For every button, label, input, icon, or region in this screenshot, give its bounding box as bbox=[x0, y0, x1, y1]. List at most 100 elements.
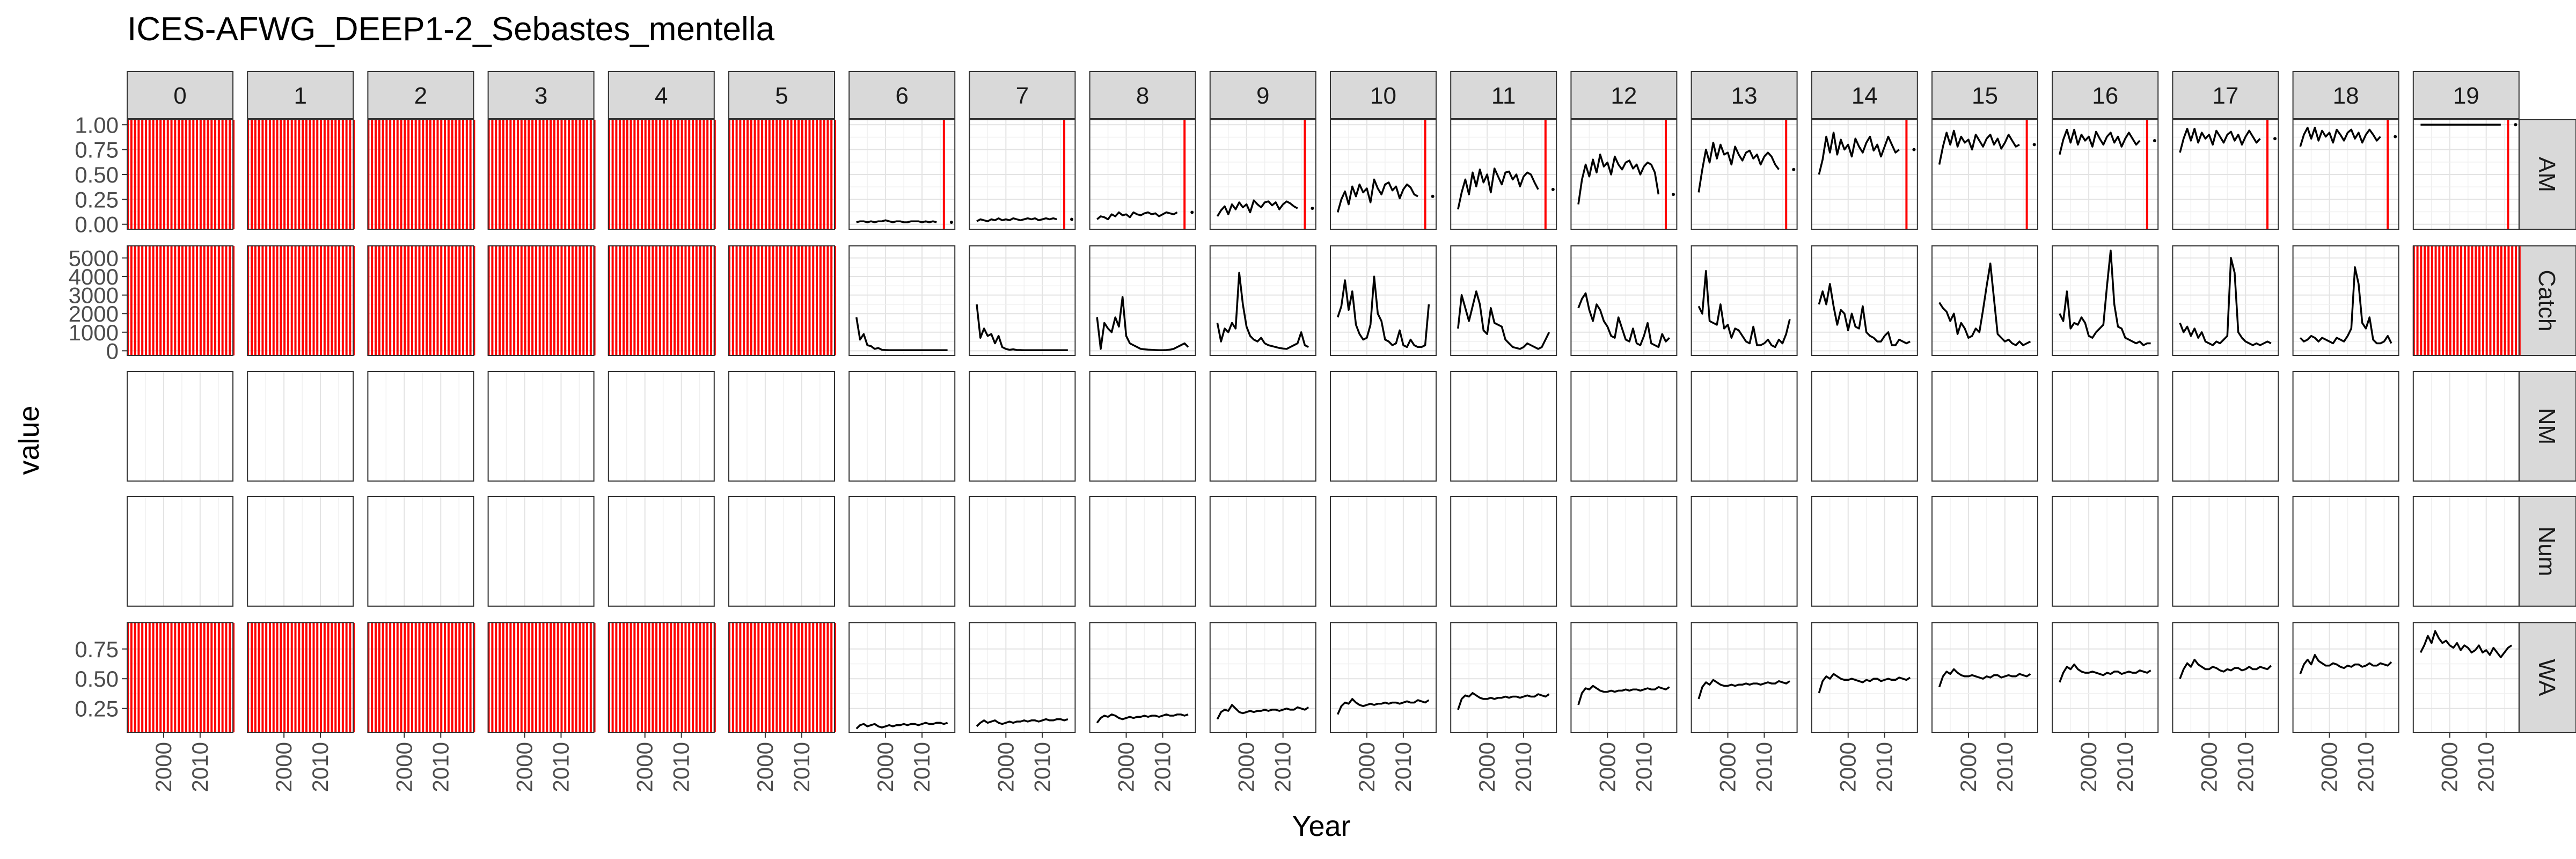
x-tick-label: 2000 bbox=[993, 742, 1018, 792]
panel-WA-8 bbox=[1089, 622, 1196, 733]
series-line bbox=[1938, 668, 2031, 688]
panel-WA-9 bbox=[1209, 622, 1316, 733]
panel-AM-5 bbox=[728, 119, 836, 230]
series-line bbox=[1457, 290, 1550, 350]
x-tick-label: 2000 bbox=[1474, 742, 1499, 792]
series-point bbox=[1792, 168, 1796, 171]
panel-Num-16 bbox=[2052, 496, 2159, 607]
facet-strip-row-Num bbox=[2519, 496, 2576, 607]
panel-background bbox=[1811, 372, 1918, 481]
facet-strip-row-label: NM bbox=[2534, 408, 2560, 445]
panel-background bbox=[2293, 372, 2399, 481]
panel-Num-19 bbox=[2412, 496, 2520, 607]
series-line bbox=[2419, 630, 2513, 659]
y-tick-label: 0.50 bbox=[75, 666, 119, 691]
panel-background bbox=[1330, 246, 1436, 355]
panel-background bbox=[1571, 372, 1677, 481]
series-line bbox=[1096, 713, 1189, 724]
facet-strip-col-8 bbox=[1089, 71, 1196, 119]
series-line bbox=[2059, 663, 2151, 683]
facet-strip-col-1 bbox=[247, 71, 354, 119]
panel-border bbox=[1931, 496, 2038, 607]
panel-WA-6 bbox=[848, 622, 956, 733]
panel-Num-4 bbox=[608, 496, 715, 607]
panel-border bbox=[1089, 245, 1196, 356]
panel-border bbox=[848, 119, 956, 230]
panel-background bbox=[1571, 623, 1677, 732]
series-line bbox=[976, 304, 1068, 352]
chart-title: ICES-AFWG_DEEP1-2_Sebastes_mentella bbox=[127, 11, 775, 48]
panel-border bbox=[1811, 245, 1918, 356]
panel-background bbox=[849, 623, 955, 732]
series-line bbox=[2299, 654, 2392, 674]
panel-NM-6 bbox=[848, 371, 956, 482]
facet-strip-col-label: 12 bbox=[1611, 83, 1637, 109]
panel-border bbox=[2172, 622, 2279, 733]
panel-border bbox=[247, 371, 354, 482]
panel-grid: 0 1 2 3 4 5 6 7 8 9 10 11 12 13 14 15 16 17 18 19AM0.000.25… bbox=[69, 71, 2576, 792]
panel-border bbox=[1811, 119, 1918, 230]
facet-strip-col-5 bbox=[728, 71, 835, 119]
panel-WA-19 bbox=[2412, 622, 2520, 733]
y-tick-label: 5000 bbox=[69, 245, 119, 271]
panel-background bbox=[969, 497, 1075, 606]
panel-border bbox=[1690, 371, 1798, 482]
facet-strip-col-label: 19 bbox=[2453, 83, 2479, 109]
series-line bbox=[1216, 199, 1298, 217]
panel-Num-8 bbox=[1089, 496, 1196, 607]
panel-Catch-19 bbox=[2412, 245, 2521, 356]
panel-AM-2 bbox=[367, 119, 475, 230]
panel-Num-11 bbox=[1450, 496, 1557, 607]
facet-strip-col-4 bbox=[608, 71, 715, 119]
panel-Num-1 bbox=[247, 496, 354, 607]
panel-border bbox=[969, 371, 1076, 482]
facet-strip-col-label: 3 bbox=[535, 83, 547, 109]
facet-strip-col-6 bbox=[848, 71, 956, 119]
facet-strip-col-label: 2 bbox=[414, 83, 427, 109]
panel-border bbox=[1330, 371, 1437, 482]
panel-background bbox=[1330, 372, 1436, 481]
panel-background bbox=[1089, 246, 1196, 355]
series-line bbox=[2179, 127, 2261, 153]
x-tick-label: 2010 bbox=[2473, 742, 2499, 792]
series-line bbox=[2179, 257, 2272, 346]
panel-background bbox=[2293, 623, 2399, 732]
panel-NM-9 bbox=[1209, 371, 1316, 482]
facet-strip-col-7 bbox=[969, 71, 1076, 119]
panel-NM-5 bbox=[728, 371, 835, 482]
panel-Catch-12 bbox=[1570, 245, 1678, 356]
panel-AM-18 bbox=[2292, 119, 2399, 230]
panel-WA-17 bbox=[2172, 622, 2279, 733]
x-tick-label: 2010 bbox=[2112, 742, 2138, 792]
series-point bbox=[2273, 137, 2277, 141]
panel-border bbox=[2292, 119, 2399, 230]
panel-border bbox=[1811, 622, 1918, 733]
panel-Num-17 bbox=[2172, 496, 2279, 607]
panel-Num-18 bbox=[2292, 496, 2399, 607]
facet-strip-col-14 bbox=[1811, 71, 1918, 119]
series-line bbox=[2179, 658, 2272, 679]
panel-border bbox=[848, 371, 956, 482]
y-tick-label: 0.50 bbox=[75, 162, 119, 187]
x-tick-label: 2010 bbox=[2353, 742, 2378, 792]
x-tick-label: 2010 bbox=[1992, 742, 2017, 792]
panel-border bbox=[969, 496, 1076, 607]
panel-Catch-4 bbox=[608, 245, 716, 356]
panel-border bbox=[848, 496, 956, 607]
series-line bbox=[1216, 704, 1309, 720]
panel-border bbox=[728, 371, 835, 482]
panel-AM-19 bbox=[2412, 119, 2520, 230]
panel-border bbox=[2412, 245, 2520, 356]
panel-border bbox=[2052, 622, 2159, 733]
panel-border bbox=[2172, 119, 2279, 230]
x-tick-label: 2000 bbox=[2437, 742, 2462, 792]
facet-strip-col-15 bbox=[1931, 71, 2038, 119]
panel-border bbox=[1811, 496, 1918, 607]
x-tick-label: 2000 bbox=[2317, 742, 2342, 792]
panel-Num-15 bbox=[1931, 496, 2038, 607]
panel-border bbox=[367, 119, 474, 230]
panel-background bbox=[1691, 623, 1797, 732]
facet-strip-col-label: 15 bbox=[1972, 83, 1998, 109]
panel-background bbox=[849, 246, 955, 355]
panel-background bbox=[2052, 623, 2158, 732]
